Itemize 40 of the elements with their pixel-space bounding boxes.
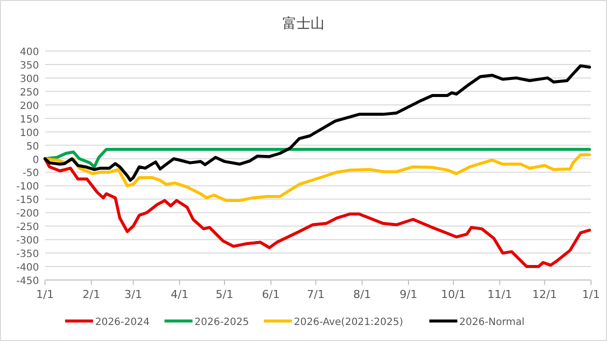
y-tick-label: 400 <box>20 47 39 58</box>
legend-label: 2026-2024 <box>95 317 150 328</box>
y-tick-label: 350 <box>20 60 39 72</box>
y-tick-label: 300 <box>20 74 39 85</box>
y-tick-label: -250 <box>16 222 39 234</box>
x-tick-label: 1/1 <box>36 288 54 301</box>
legend-label: 2026-Ave(2021:2025) <box>294 317 404 328</box>
line-series <box>44 64 592 182</box>
x-tick-label: 2/1 <box>82 288 100 301</box>
y-tick-label: 200 <box>20 100 39 112</box>
y-tick-label: -100 <box>16 182 39 193</box>
x-tick-label: 3/1 <box>124 288 142 301</box>
y-tick-label: 0 <box>32 154 39 166</box>
x-tick-label: 5/1 <box>216 288 234 301</box>
x-tick-label: 10/1 <box>441 288 466 301</box>
y-tick-label: -400 <box>16 262 39 274</box>
legend-label: 2026-2025 <box>194 317 250 328</box>
y-tick-label: 150 <box>20 114 39 126</box>
y-tick-label: 250 <box>20 87 39 98</box>
y-tick-label: -300 <box>16 236 39 247</box>
x-tick-label: 11/1 <box>487 288 512 301</box>
x-tick-label: 6/1 <box>262 288 280 301</box>
x-tick-label: 9/1 <box>400 288 418 301</box>
line-series <box>44 153 592 202</box>
line-series <box>44 157 592 268</box>
legend-label: 2026-Normal <box>459 317 525 328</box>
x-tick-label: 4/1 <box>170 288 188 301</box>
y-tick-label: 100 <box>20 128 39 139</box>
y-tick-label: -150 <box>16 195 39 206</box>
x-tick-label: 1/1 <box>582 288 600 301</box>
y-tick-label: 50 <box>26 141 39 152</box>
x-tick-label: 8/1 <box>353 288 371 301</box>
x-tick-label: 7/1 <box>306 288 325 301</box>
y-tick-label: -50 <box>22 168 39 180</box>
y-tick-label: -450 <box>16 276 39 287</box>
x-tick-label: 12/1 <box>532 288 557 301</box>
line-series <box>44 148 592 168</box>
y-tick-label: -350 <box>16 249 39 260</box>
y-tick-label: -200 <box>16 208 39 220</box>
chart-title: 富士山 <box>282 16 324 32</box>
